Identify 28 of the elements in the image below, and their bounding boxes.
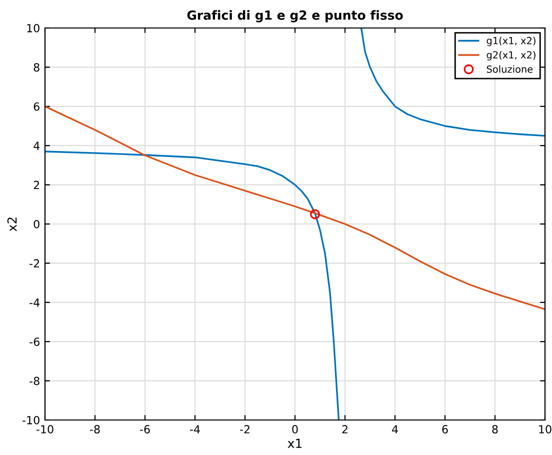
y-axis-title: x2 xyxy=(7,218,17,232)
legend-label: g1(x1, x2) xyxy=(486,36,536,46)
x-tick-label: 0 xyxy=(292,425,298,434)
y-tick-label: -6 xyxy=(30,338,40,346)
y-tick-label: 6 xyxy=(34,102,40,111)
x-axis-title: x1 xyxy=(288,438,302,448)
x-tick-label: -4 xyxy=(190,425,200,434)
y-tick-label: 4 xyxy=(34,142,40,150)
x-tick-label: 4 xyxy=(392,425,398,434)
x-tick-label: 8 xyxy=(492,425,498,434)
y-tick-label: 8 xyxy=(34,63,40,72)
y-tick-label: -2 xyxy=(30,259,40,268)
x-tick-label: 2 xyxy=(342,425,348,434)
legend-label: Soluzione xyxy=(486,65,533,73)
y-tick-label: 2 xyxy=(34,180,40,190)
y-tick-label: 10 xyxy=(27,24,40,32)
x-tick-label: 10 xyxy=(539,425,552,434)
x-tick-label: -8 xyxy=(90,425,100,434)
chart-title: Grafici di g1 e g2 e punto fisso xyxy=(187,10,403,22)
y-tick-label: -10 xyxy=(22,416,40,424)
line-series xyxy=(45,106,545,310)
y-tick-label: -8 xyxy=(30,376,40,386)
x-tick-label: 6 xyxy=(442,425,448,434)
x-tick-label: -6 xyxy=(140,425,150,434)
legend-label: g2(x1, x2) xyxy=(486,51,536,60)
y-tick-label: 0 xyxy=(34,220,40,228)
x-tick-label: -2 xyxy=(240,425,250,434)
y-tick-label: -4 xyxy=(30,298,40,307)
